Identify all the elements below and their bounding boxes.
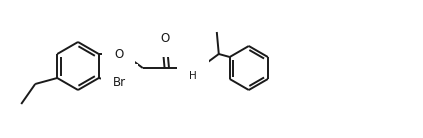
Text: O: O (114, 47, 124, 60)
Text: H: H (189, 71, 197, 81)
Text: O: O (160, 33, 169, 46)
Text: N: N (188, 60, 197, 74)
Text: Br: Br (113, 75, 126, 88)
